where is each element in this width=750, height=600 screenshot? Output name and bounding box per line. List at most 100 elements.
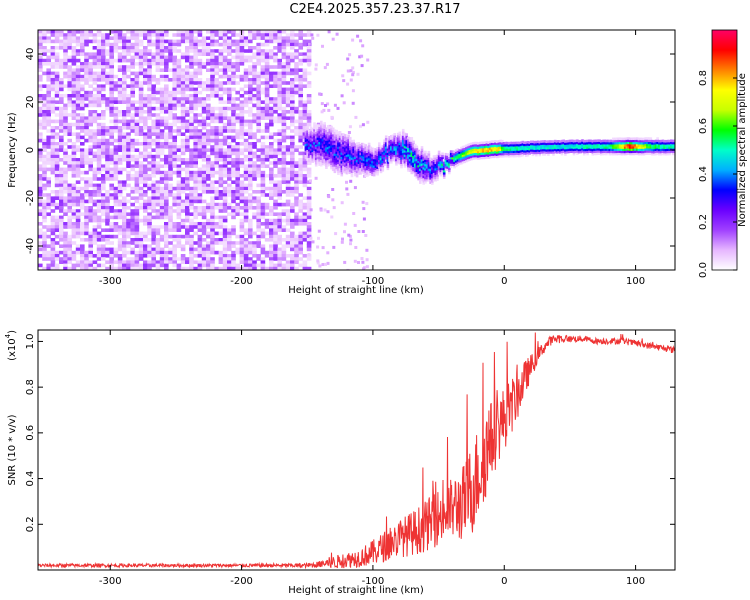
noise-cell [50,263,56,268]
noise-cell [343,230,346,234]
ridge-cell [395,156,398,160]
noise-cell [277,222,282,226]
noise-cell [273,81,278,85]
noise-cell [71,209,77,213]
ridge-cell [391,141,395,144]
noise-cell [113,199,119,204]
noise-cell [210,36,215,40]
noise-cell [239,42,245,47]
noise-cell [126,100,131,104]
ridge-cell [337,140,340,143]
noise-cell [164,206,169,210]
noise-cell [155,68,161,72]
noise-cell [172,196,177,200]
ridge-cell [415,165,419,168]
noise-cell [260,190,266,194]
ridge-cell [422,182,425,185]
noise-cell [298,42,303,47]
ridge-cell [401,139,405,143]
ridge-cell [328,158,332,162]
ridge-cell [357,167,361,171]
noise-cell [361,44,365,48]
noise-cell [164,196,169,200]
noise-cell [67,215,72,220]
noise-cell [63,129,68,133]
noise-cell [252,167,257,172]
noise-cell [252,30,257,34]
noise-cell [88,241,93,245]
ridge-cell [366,161,369,164]
ridge-cell [338,144,342,147]
noise-cell [306,215,312,220]
noise-cell [80,113,85,117]
noise-cell [172,154,177,159]
noise-cell [155,145,161,149]
noise-cell [285,202,291,207]
noise-cell [214,186,219,191]
ridge-cell [321,134,325,138]
noise-cell [269,180,274,184]
noise-cell [285,266,291,270]
noise-cell [218,106,224,111]
noise-cell [67,225,72,229]
noise-cell [248,148,253,152]
noise-cell [317,236,320,240]
noise-cell [180,106,186,111]
noise-cell [346,69,350,73]
noise-cell [197,167,203,172]
noise-cell [290,106,295,111]
noise-cell [180,52,186,56]
noise-cell [172,68,177,72]
noise-cell [88,103,93,108]
noise-cell [248,81,253,85]
noise-cell [176,145,182,149]
noise-cell [50,65,56,69]
ridge-cell [355,148,359,152]
ridge-cell [326,133,330,137]
ridge-cell [422,156,425,159]
noise-cell [63,106,68,111]
noise-cell [84,154,89,159]
noise-cell [159,49,165,53]
noise-cell [362,267,366,270]
noise-cell [101,177,106,181]
noise-cell [231,148,236,152]
noise-cell [92,190,98,194]
ridge-cell [388,140,391,143]
noise-cell [273,154,278,159]
noise-cell [294,161,299,165]
noise-cell [38,228,43,232]
noise-cell [222,241,228,245]
noise-cell [264,52,270,56]
ridge-cell [419,176,422,180]
noise-cell [243,36,249,40]
ridge-cell [340,143,344,147]
noise-cell [302,42,308,47]
noise-cell [214,154,219,159]
noise-cell [185,55,190,60]
noise-cell [285,81,291,85]
noise-cell [201,110,207,114]
noise-cell [147,215,152,220]
ridge-cell [313,122,316,125]
ridge-cell [314,129,318,132]
ridge-cell [316,143,320,147]
noise-cell [88,151,93,156]
ridge-cell [320,161,323,165]
noise-cell [193,62,198,66]
noise-cell [67,55,72,60]
noise-cell [294,90,299,95]
ridge-cell [390,161,393,164]
noise-cell [84,206,89,210]
noise-cell [302,196,308,200]
noise-cell [172,42,177,47]
noise-cell [290,148,295,152]
ridge-cell [396,139,400,142]
noise-cell [290,119,295,124]
noise-cell [130,250,135,255]
noise-cell [168,218,173,223]
noise-cell [117,94,123,98]
ridge-cell [407,160,410,164]
noise-cell [248,36,253,40]
noise-cell [294,33,299,37]
